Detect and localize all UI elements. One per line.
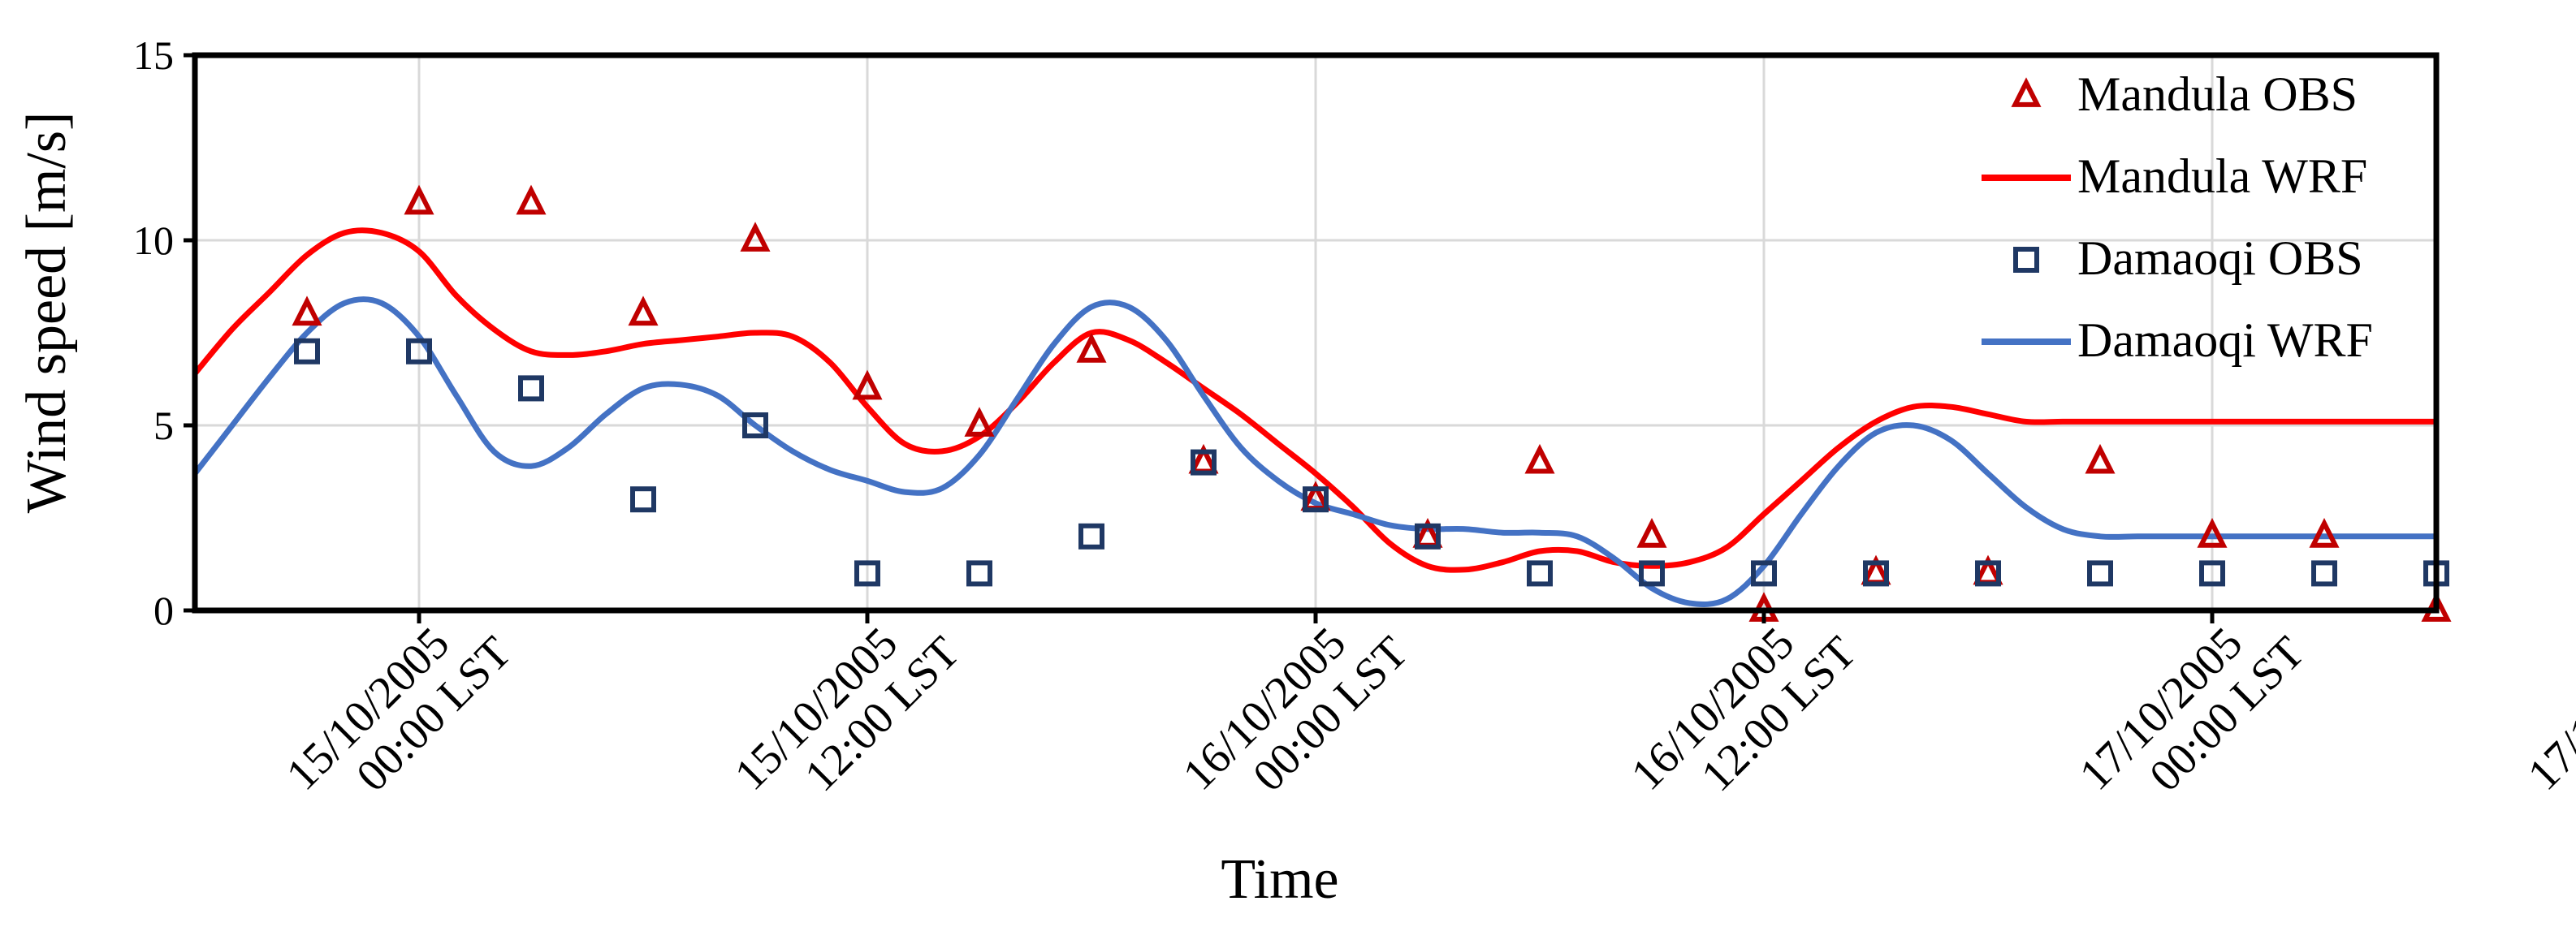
data-point-square [406,338,432,364]
legend-label: Mandula OBS [2077,67,2358,121]
y-tick-label: 15 [133,32,174,78]
data-point-square [1303,486,1329,513]
data-point-triangle [404,184,434,215]
legend-item: Damaoqi WRF [1982,313,2373,367]
y-tick-label: 10 [133,218,174,263]
data-point-square [1527,560,1553,587]
legend-square-swatch [2013,247,2039,273]
gridlines [195,55,2436,610]
data-point-triangle [1524,443,1555,474]
legend-item: Damaoqi OBS [2013,231,2363,285]
data-point-triangle [1076,333,1107,363]
series-line-mandula-wrf [195,227,2436,573]
data-point-square [1863,560,1889,587]
data-point-square [1975,560,2001,587]
data-point-triangle [2085,443,2116,474]
legend: Mandula OBS Mandula WRF Damaoqi OBS Damaoqi… [1982,67,2373,367]
data-point-square [294,338,320,364]
data-point-square [630,486,656,513]
data-point-square [1078,523,1104,550]
data-point-square [2199,560,2225,587]
data-point-square [1415,523,1441,550]
legend-item: Mandula OBS [2011,67,2358,121]
y-axis-label: Wind speed [m/s] [15,112,78,514]
data-point-triangle [1636,518,1667,548]
data-point-square [2311,560,2337,587]
data-point-triangle [292,295,322,326]
data-point-square [966,560,992,587]
data-point-square [1191,449,1217,476]
data-point-square [1751,560,1777,587]
series-line-damaoqi-wrf [195,296,2436,607]
legend-label: Mandula WRF [2077,149,2367,203]
data-point-triangle [516,184,547,215]
data-point-square [1639,560,1665,587]
y-tick-label: 5 [153,403,174,448]
series-damaoqi-obs [294,338,2449,587]
data-point-triangle [852,369,883,400]
data-point-triangle [740,222,771,252]
x-axis-label: Time [1221,848,1338,911]
y-axis-ticks: 0 5 10 15 [133,32,195,633]
legend-item: Mandula WRF [1982,149,2367,203]
data-point-triangle [628,295,659,326]
y-tick-label: 0 [153,588,174,633]
legend-label: Damaoqi OBS [2077,231,2363,285]
data-point-square [2087,560,2113,587]
legend-triangle-swatch [2011,77,2042,107]
data-point-triangle [2309,518,2340,548]
data-point-triangle [964,407,995,437]
data-point-square [518,375,544,402]
data-point-triangle [2197,518,2228,548]
legend-label: Damaoqi WRF [2077,313,2373,367]
data-point-square [854,560,880,587]
data-point-square [742,412,768,438]
